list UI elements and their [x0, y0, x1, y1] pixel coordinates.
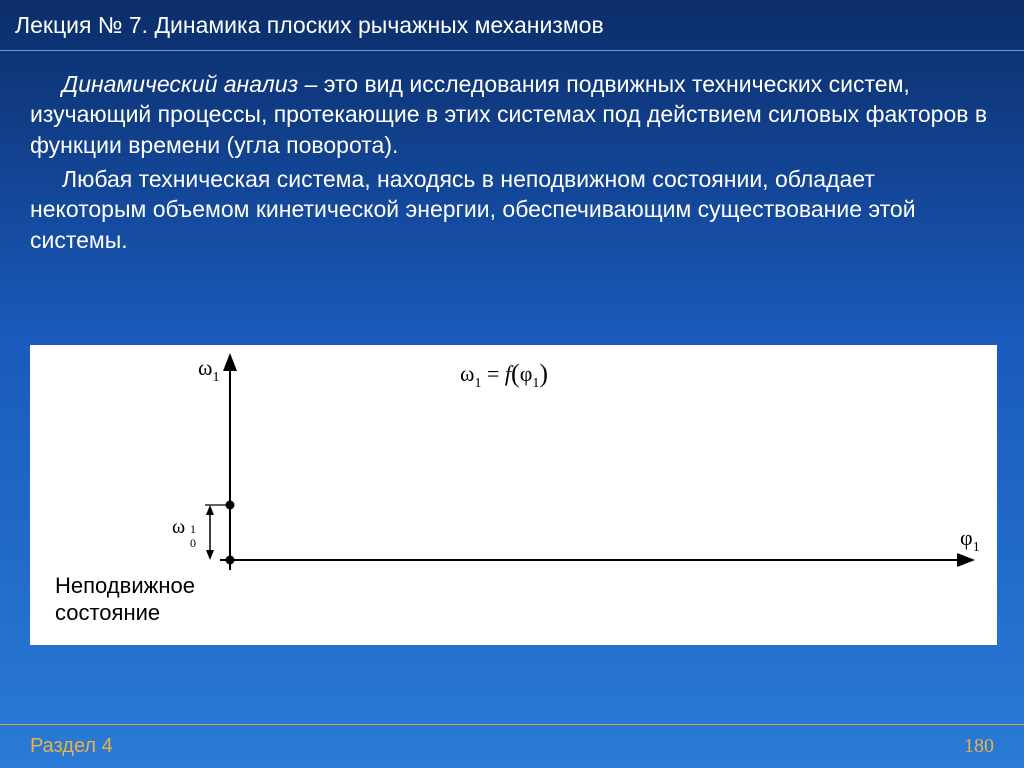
title-divider: [0, 50, 1024, 51]
omega-marker-label: ω: [172, 516, 185, 538]
omega-marker-sub1: 1: [190, 522, 196, 536]
omega-marker-sub2: 0: [190, 536, 196, 550]
slide-title: Лекция № 7. Динамика плоских рычажных ме…: [0, 0, 1024, 47]
origin-point: [226, 556, 235, 565]
x-axis-label: φ1: [960, 525, 980, 555]
equation: ω1 = f(φ1): [460, 359, 548, 391]
dim-arrow-top: [206, 505, 214, 515]
paragraph-2: Любая техническая система, находясь в не…: [30, 164, 994, 255]
y-axis-arrow: [223, 353, 237, 371]
diagram-svg: ω1 φ1 ω 1 0: [30, 345, 997, 645]
footer-section: Раздел 4: [30, 735, 113, 758]
diagram-panel: ω1 φ1 ω 1 0: [30, 345, 997, 645]
state-label-line1: Неподвижное: [55, 573, 195, 598]
slide: Лекция № 7. Динамика плоских рычажных ме…: [0, 0, 1024, 768]
state-label-line2: состояние: [55, 600, 160, 625]
body-text: Динамический анализ – это вид исследован…: [0, 69, 1024, 255]
footer: Раздел 4 180: [0, 724, 1024, 768]
footer-divider: [0, 724, 1024, 725]
x-axis-arrow: [957, 553, 975, 567]
y-axis-label: ω1: [198, 355, 219, 385]
paragraph-1: Динамический анализ – это вид исследован…: [30, 69, 994, 160]
page-number: 180: [964, 735, 994, 758]
lead-term: Динамический анализ: [62, 71, 298, 97]
dim-arrow-bottom: [206, 550, 214, 560]
